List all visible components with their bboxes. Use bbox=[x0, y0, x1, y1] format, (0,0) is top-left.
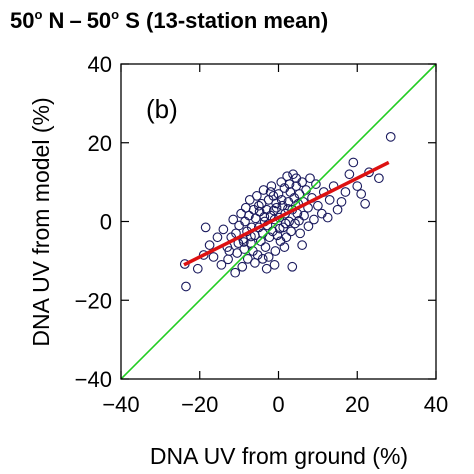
data-point-55 bbox=[272, 230, 283, 241]
x-axis-label: DNA UV from ground (%) bbox=[150, 443, 408, 469]
data-point-5 bbox=[204, 240, 215, 250]
data-point-88 bbox=[313, 200, 323, 211]
plot-area: −40 −20 0 20 40 −40 −20 0 20 40 bbox=[75, 52, 449, 417]
data-point-100 bbox=[356, 189, 367, 199]
data-point-107 bbox=[269, 259, 280, 270]
data-point-121 bbox=[280, 218, 291, 229]
data-point-4 bbox=[200, 222, 211, 233]
data-point-78 bbox=[295, 228, 306, 239]
one-to-one-line bbox=[120, 63, 437, 380]
data-point-13 bbox=[228, 214, 239, 225]
data-point-106 bbox=[257, 254, 268, 264]
data-point-111 bbox=[261, 263, 272, 274]
data-point-84 bbox=[305, 173, 315, 184]
data-point-115 bbox=[253, 200, 264, 211]
y-tick-label-0: −40 bbox=[75, 367, 112, 392]
data-point-116 bbox=[265, 187, 276, 197]
data-point-2 bbox=[192, 263, 203, 274]
data-point-110 bbox=[287, 261, 298, 272]
data-point-54 bbox=[271, 202, 282, 213]
title-part-4: S (13-station mean) bbox=[119, 8, 328, 33]
data-point-128 bbox=[223, 254, 233, 265]
y-tick-label-2: 0 bbox=[100, 210, 112, 235]
data-point-95 bbox=[336, 196, 347, 207]
title-dash: – bbox=[69, 8, 81, 33]
data-point-127 bbox=[239, 237, 249, 247]
y-tick-label-3: 20 bbox=[88, 131, 112, 156]
data-point-9 bbox=[218, 224, 229, 235]
data-point-65 bbox=[282, 171, 293, 182]
data-point-101 bbox=[360, 198, 370, 209]
panel-label: (b) bbox=[146, 94, 178, 124]
x-tick-label-4: 40 bbox=[424, 392, 448, 417]
data-point-91 bbox=[322, 212, 333, 223]
title-part-2: N bbox=[42, 8, 64, 33]
data-point-41 bbox=[258, 185, 269, 195]
data-point-64 bbox=[281, 232, 292, 243]
data-point-34 bbox=[251, 191, 262, 201]
y-axis-label: DNA UV from model (%) bbox=[28, 97, 54, 346]
data-point-7 bbox=[212, 232, 223, 243]
y-tick-label-4: 40 bbox=[88, 52, 112, 77]
data-point-8 bbox=[216, 259, 227, 270]
data-point-17 bbox=[234, 220, 244, 231]
data-point-49 bbox=[266, 181, 277, 191]
x-tick-label-0: −40 bbox=[102, 392, 139, 417]
data-point-103 bbox=[374, 173, 384, 184]
data-point-117 bbox=[276, 194, 287, 205]
data-point-18 bbox=[236, 208, 246, 219]
data-point-86 bbox=[309, 214, 319, 225]
data-point-19 bbox=[237, 261, 248, 272]
x-tick-label-1: −20 bbox=[181, 392, 218, 417]
data-point-92 bbox=[324, 194, 335, 205]
title-sup-1: o bbox=[34, 7, 42, 22]
data-point-122 bbox=[259, 211, 270, 222]
data-point-118 bbox=[284, 179, 295, 189]
data-point-0 bbox=[181, 281, 191, 292]
data-point-105 bbox=[263, 252, 274, 262]
data-point-102 bbox=[364, 167, 374, 178]
data-point-94 bbox=[332, 204, 343, 215]
data-point-6 bbox=[208, 252, 219, 262]
title-part-1: 50 bbox=[10, 8, 34, 33]
data-point-108 bbox=[250, 257, 260, 268]
title-sup-2: o bbox=[111, 7, 119, 22]
data-point-98 bbox=[348, 157, 359, 168]
data-point-129 bbox=[303, 221, 314, 232]
data-point-43 bbox=[260, 242, 271, 252]
data-point-81 bbox=[299, 210, 309, 221]
data-point-96 bbox=[340, 187, 351, 197]
data-point-104 bbox=[385, 131, 396, 142]
data-point-109 bbox=[279, 242, 290, 252]
data-point-23 bbox=[240, 202, 251, 213]
data-point-99 bbox=[352, 181, 363, 191]
y-tick-label-1: −20 bbox=[75, 288, 112, 313]
data-point-119 bbox=[291, 173, 302, 184]
data-point-69 bbox=[286, 226, 296, 237]
data-point-126 bbox=[294, 215, 304, 226]
data-point-97 bbox=[344, 169, 355, 180]
x-tick-label-2: 0 bbox=[272, 392, 284, 417]
regression-line bbox=[183, 160, 390, 267]
title-part-3: 50 bbox=[87, 8, 111, 33]
data-point-123 bbox=[274, 223, 285, 234]
data-point-89 bbox=[316, 208, 327, 219]
data-point-113 bbox=[297, 240, 307, 250]
data-point-87 bbox=[311, 179, 321, 189]
data-point-3 bbox=[198, 250, 209, 260]
chart-title: 50o N –50o S (13-station mean) bbox=[10, 7, 328, 33]
data-point-125 bbox=[271, 198, 281, 209]
x-tick-label-3: 20 bbox=[345, 392, 369, 417]
data-point-120 bbox=[268, 205, 279, 216]
data-point-79 bbox=[297, 177, 307, 187]
data-point-112 bbox=[230, 267, 241, 278]
data-point-26 bbox=[244, 210, 254, 221]
data-point-53 bbox=[270, 246, 281, 256]
